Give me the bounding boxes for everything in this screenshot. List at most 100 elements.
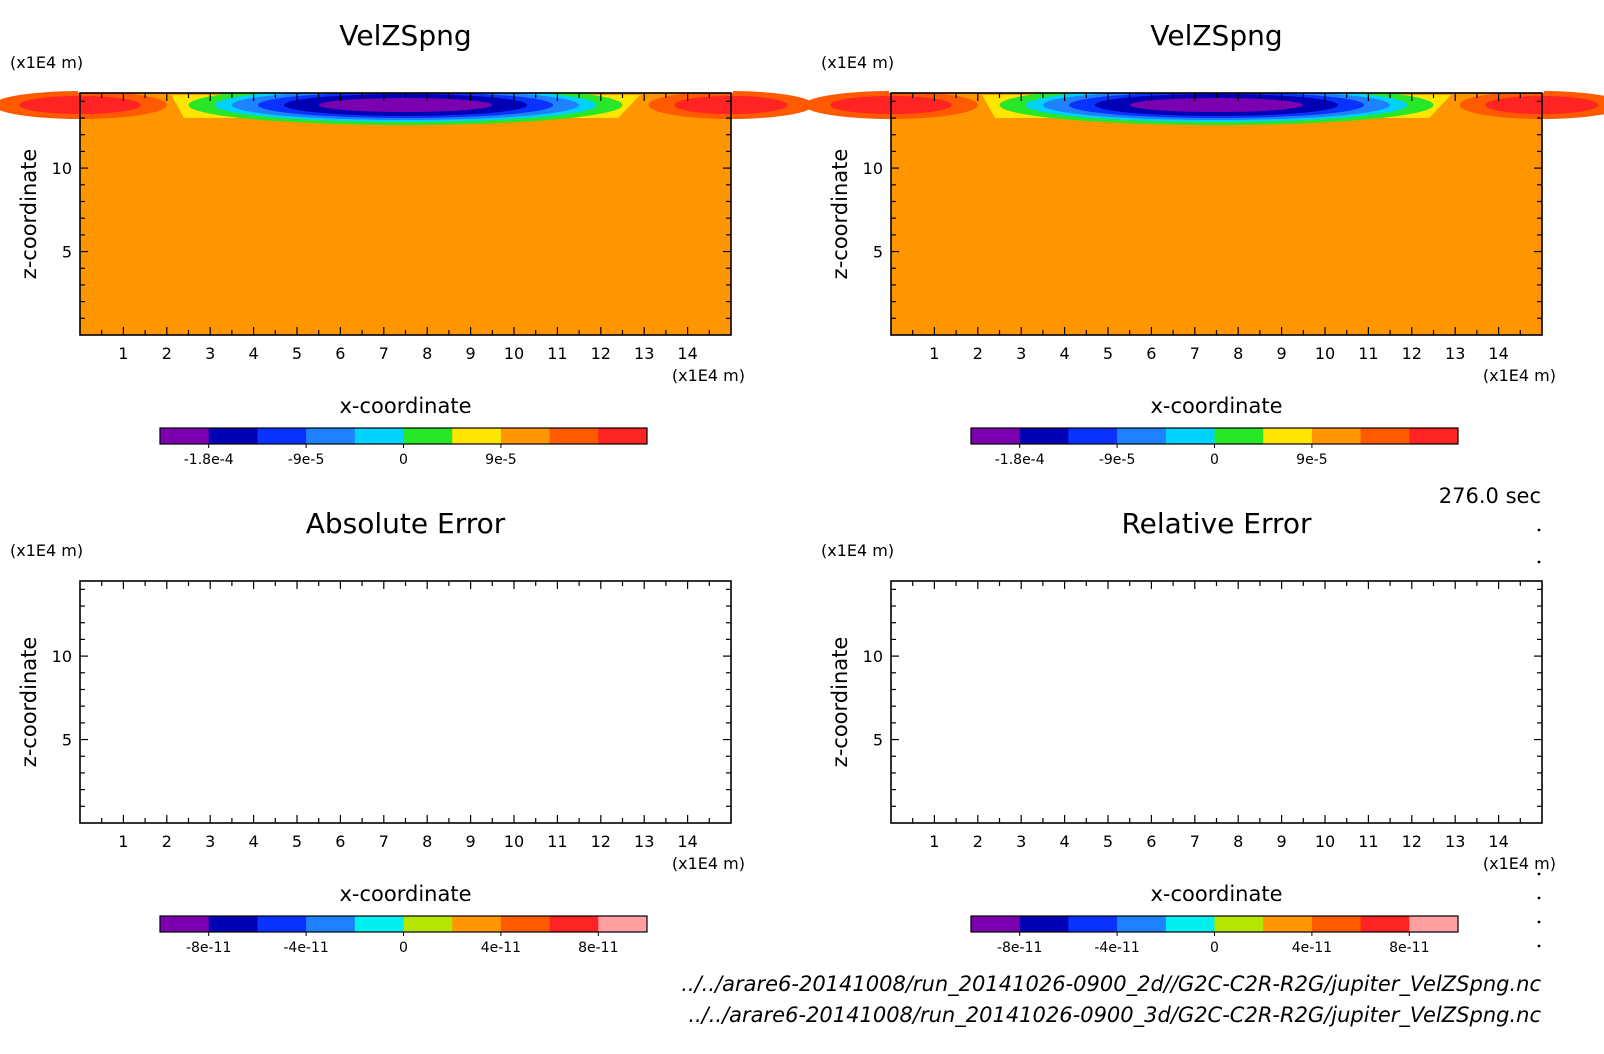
x-axis-label: x-coordinate [1150,394,1282,418]
colorbar-swatch [257,916,307,932]
x-tick-label: 6 [1146,832,1156,851]
edge-dot [1537,944,1541,948]
x-tick-label: 13 [634,832,654,851]
x-tick-label: 4 [249,832,259,851]
contour-band [1129,98,1304,112]
x-unit-label: (x1E4 m) [1483,854,1556,873]
colorbar-tick-label: -4e-11 [283,940,328,956]
colorbar-swatch [1263,916,1313,932]
y-tick-label: 10 [863,647,883,666]
colorbar-swatch [500,916,551,932]
x-axis-label: x-coordinate [339,394,471,418]
colorbar: -8e-11 -4e-11 0 4e-11 8e-11 [159,915,648,956]
x-unit-label: (x1E4 m) [672,366,745,385]
field-background [80,93,731,335]
x-tick-label: 13 [1445,344,1465,363]
y-axis-label: z-coordinate [828,637,852,768]
field-contours [0,73,814,125]
colorbar-swatch [306,916,356,932]
x-unit-label: (x1E4 m) [672,854,745,873]
colorbar-tick-label: 0 [1210,940,1219,956]
colorbar-tick-label: 0 [399,940,408,956]
x-tick-label: 3 [205,832,215,851]
x-tick-label: 9 [466,344,476,363]
x-tick-label: 6 [1146,344,1156,363]
x-tick-label: 9 [1277,832,1287,851]
x-tick-label: 14 [677,344,697,363]
x-tick-label: 4 [1060,832,1070,851]
colorbar-swatch [1214,428,1264,444]
colorbar-swatch [1165,428,1215,444]
x-tick-label: 8 [422,832,432,851]
x-tick-label: 5 [292,832,302,851]
x-tick-label: 10 [1315,832,1335,851]
x-tick-label: 11 [547,832,567,851]
colorbar-tick-label: 0 [399,452,408,468]
colorbar-tick-label: 9e-5 [485,452,516,468]
colorbar-tick-label: -1.8e-4 [995,452,1045,468]
x-tick-label: 5 [292,344,302,363]
edge-dot [1537,896,1541,900]
chart-panel-4: Relative Error(x1E4 m)1 2 3 4 5 6 7 8 9 10 11 12 13 1… [821,507,1556,956]
chart-panel-3: Absolute Error(x1E4 m)1 2 3 4 5 6 7 8 9 10 11 12 13 1… [10,507,745,956]
colorbar-swatch [1019,916,1069,932]
colorbar-swatch [1165,916,1215,932]
x-tick-label: 3 [1016,344,1026,363]
x-tick-label: 8 [1233,832,1243,851]
x-tick-label: 13 [634,344,654,363]
x-tick-label: 10 [1315,344,1335,363]
x-tick-label: 2 [973,344,983,363]
footer-path-2d: ../../arare6-20141008/run_20141026-0900_… [681,972,1541,997]
x-tick-label: 11 [547,344,567,363]
x-tick-label: 10 [504,832,524,851]
y-unit-label: (x1E4 m) [10,541,83,560]
colorbar-swatch [1360,916,1410,932]
x-axis: 1 2 3 4 5 6 7 8 9 10 11 12 13 14 [101,93,710,363]
colorbar-tick-label: 0 [1210,452,1219,468]
colorbar-swatch [354,916,404,932]
y-tick-label: 5 [62,243,72,262]
colorbar-swatch [1360,428,1410,444]
mask [889,73,1544,93]
colorbar-swatch [160,916,210,932]
x-tick-label: 11 [1358,344,1378,363]
x-tick-label: 14 [1488,344,1508,363]
y-tick-label: 10 [863,159,883,178]
x-tick-label: 14 [677,832,697,851]
colorbar-swatch [208,428,258,444]
y-axis: 5 10 [52,588,731,807]
colorbar-swatch [549,428,599,444]
colorbar-tick-label: -9e-5 [1099,452,1136,468]
x-tick-label: 9 [466,832,476,851]
x-tick-label: 12 [591,344,611,363]
colorbar-tick-label: 4e-11 [1292,940,1332,956]
x-tick-label: 6 [335,832,345,851]
x-tick-label: 1 [118,832,128,851]
x-tick-label: 10 [504,344,524,363]
x-tick-label: 11 [1358,832,1378,851]
y-axis: 5 10 [863,588,1542,807]
x-tick-label: 9 [1277,344,1287,363]
chart-panel-2: VelZSpng(x1E4 m)1 2 3 4 5 6 7 8 9 10 11 12 13 14(x1E4… [804,19,1604,468]
colorbar-swatch [1311,916,1362,932]
x-tick-label: 7 [379,832,389,851]
time-label: 276.0 sec [1439,484,1541,508]
x-tick-label: 1 [929,832,939,851]
x-tick-label: 13 [1445,832,1465,851]
chart-panel-1: VelZSpng(x1E4 m)1 2 3 4 5 6 7 8 9 10 11 12 13 14(x1E4… [0,19,814,468]
colorbar-swatch [1409,428,1459,444]
x-tick-label: 2 [162,344,172,363]
x-tick-label: 4 [249,344,259,363]
x-unit-label: (x1E4 m) [1483,366,1556,385]
field-background [891,93,1542,335]
colorbar-swatch [598,916,648,932]
x-tick-label: 7 [379,344,389,363]
colorbar-swatch [549,916,599,932]
footer-path-3d: ../../arare6-20141008/run_20141026-0900_… [688,1003,1541,1028]
x-axis: 1 2 3 4 5 6 7 8 9 10 11 12 13 14 [101,581,710,851]
y-tick-label: 10 [52,159,72,178]
y-unit-label: (x1E4 m) [821,541,894,560]
y-axis: 5 10 [52,100,731,319]
x-tick-label: 4 [1060,344,1070,363]
